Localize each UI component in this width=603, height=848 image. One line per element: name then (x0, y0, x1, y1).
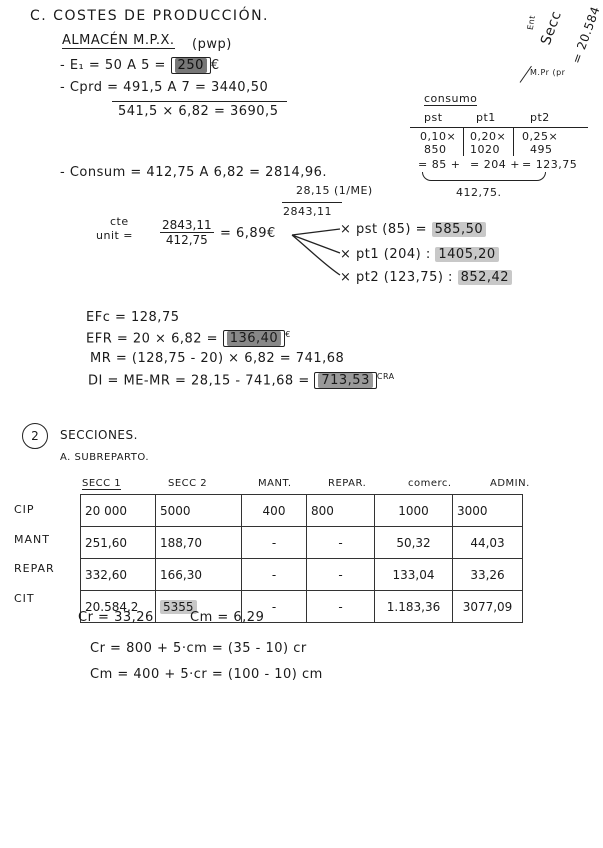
cr-value: Cr = 33,26 (78, 610, 154, 625)
consumo-divider (513, 128, 514, 156)
table-row: 20.584,2 5355 - - 1.183,36 3077,09 (80, 590, 523, 623)
table-cell: - (241, 526, 307, 559)
table-cell: - (306, 590, 375, 623)
section-number: 2 (22, 423, 48, 449)
cprd-line: - Cprd = 491,5 A 7 = 3440,50 (60, 80, 269, 95)
section2-subtitle: A. SUBREPARTO. (60, 452, 150, 463)
table-cell: 3000 (452, 494, 523, 527)
total-line: 541,5 × 6,82 = 3690,5 (118, 104, 279, 119)
cte-fraction: 2843,11 412,75 (160, 218, 214, 247)
consum-sum-line (282, 202, 342, 203)
consumo-brace (422, 172, 546, 181)
efc-line: EFc = 128,75 (86, 310, 180, 325)
table-cell: 251,60 (80, 526, 156, 559)
col-header: comerc. (408, 478, 452, 489)
consumo-rate: 0,20× (470, 130, 507, 143)
corner-line2: Secc (537, 8, 565, 48)
cte-label-2: unit = (96, 229, 134, 242)
consumo-rate: 0,10× (420, 130, 457, 143)
consumo-rate: 0,25× (522, 130, 559, 143)
table-cell: 3077,09 (452, 590, 523, 623)
allocation-pt2: × pt2 (123,75) : 852,42 (340, 270, 513, 285)
cte-numerator: 2843,11 (160, 218, 214, 233)
cte-result: = 6,89€ (220, 226, 276, 241)
table-row: 332,60 166,30 - - 133,04 33,26 (80, 558, 523, 591)
table-row: 251,60 188,70 - - 50,32 44,03 (80, 526, 523, 559)
cte-denominator: 412,75 (165, 233, 208, 247)
row-label: REPAR (14, 562, 55, 575)
table-cell: 44,03 (452, 526, 523, 559)
mr-line: MR = (128,75 - 20) × 6,82 = 741,68 (90, 351, 345, 366)
almacen-heading: ALMACÉN M.P.X. (62, 33, 175, 49)
table-cell: 1000 (374, 494, 453, 527)
consumo-result: = 123,75 (522, 158, 578, 171)
consum-line: - Consum = 412,75 A 6,82 = 2814,96. (60, 165, 328, 180)
allocation-arrows (291, 228, 341, 276)
corner-line1: Ent (525, 14, 538, 31)
consumo-header-line (410, 127, 588, 128)
eq-cm: Cm = 400 + 5·cr = (100 - 10) cm (90, 667, 323, 682)
eq-cr: Cr = 800 + 5·cm = (35 - 10) cr (90, 641, 307, 656)
table-row: 20 000 5000 400 800 1000 3000 (80, 494, 523, 527)
row-label: CIT (14, 592, 35, 605)
e1-unit: € (210, 58, 220, 73)
method-note: (pwp) (192, 37, 232, 52)
e1-value: 250 (170, 57, 211, 74)
col-header: MANT. (258, 478, 292, 489)
consumo-side-note: M.Pr (pr (530, 68, 566, 77)
section2-title: SECCIONES. (60, 428, 138, 442)
section-title: C. COSTES DE PRODUCCIÓN. (30, 8, 270, 24)
consumo-header-pt2: pt2 (530, 111, 550, 124)
e1-line: - E₁ = 50 A 5 = 250 € (60, 57, 220, 74)
subreparto-table: 20 000 5000 400 800 1000 3000 251,60 188… (80, 494, 523, 623)
table-cell: 332,60 (80, 558, 156, 591)
row-label: CIP (14, 503, 35, 516)
consumo-result: = 204 + (470, 158, 520, 171)
table-cell: - (306, 558, 375, 591)
consumo-header-pt1: pt1 (476, 111, 496, 124)
consum-total: 2843,11 (283, 205, 332, 218)
table-cell: 33,26 (452, 558, 523, 591)
cte-label-1: cte (110, 215, 129, 228)
corner-line3: = 20.584 (569, 4, 603, 66)
consumo-total: 412,75. (456, 186, 502, 199)
efr-line: EFR = 20 × 6,82 = 136,40 € (86, 330, 291, 348)
consumo-units: 850 (424, 143, 447, 156)
col-header: REPAR. (328, 478, 367, 489)
cm-value: Cm = 6,29 (190, 610, 265, 625)
table-cell: 20 000 (80, 494, 156, 527)
col-header: ADMIN. (490, 478, 530, 489)
table-cell: 400 (241, 494, 307, 527)
allocation-pt1: × pt1 (204) : 1405,20 (340, 247, 499, 262)
table-cell: - (241, 558, 307, 591)
allocation-pst: × pst (85) = 585,50 (340, 222, 487, 237)
row-label: MANT (14, 533, 50, 546)
sum-line (112, 101, 287, 102)
di-line: DI = ME-MR = 28,15 - 741,68 = 713,53 CRA (88, 372, 395, 390)
e1-label: - E₁ = 50 A 5 = (60, 58, 166, 73)
table-cell: 188,70 (155, 526, 242, 559)
consumo-units: 495 (530, 143, 553, 156)
table-cell: 166,30 (155, 558, 242, 591)
me-line: 28,15 (1/ME) (296, 184, 373, 197)
col-header: SECC 2 (168, 478, 208, 489)
table-cell: 133,04 (374, 558, 453, 591)
table-cell: - (306, 526, 375, 559)
consumo-title: consumo (424, 92, 478, 106)
consumo-divider (463, 128, 464, 156)
table-cell: 5355 (155, 590, 242, 623)
table-cell: 5000 (155, 494, 242, 527)
consumo-header-pst: pst (424, 111, 443, 124)
table-cell: 50,32 (374, 526, 453, 559)
consumo-units: 1020 (470, 143, 500, 156)
consumo-result: = 85 + (418, 158, 461, 171)
table-cell: 20.584,2 (80, 590, 156, 623)
table-cell: - (241, 590, 307, 623)
col-header: SECC 1 (82, 478, 122, 490)
table-cell: 1.183,36 (374, 590, 453, 623)
table-cell: 800 (306, 494, 375, 527)
